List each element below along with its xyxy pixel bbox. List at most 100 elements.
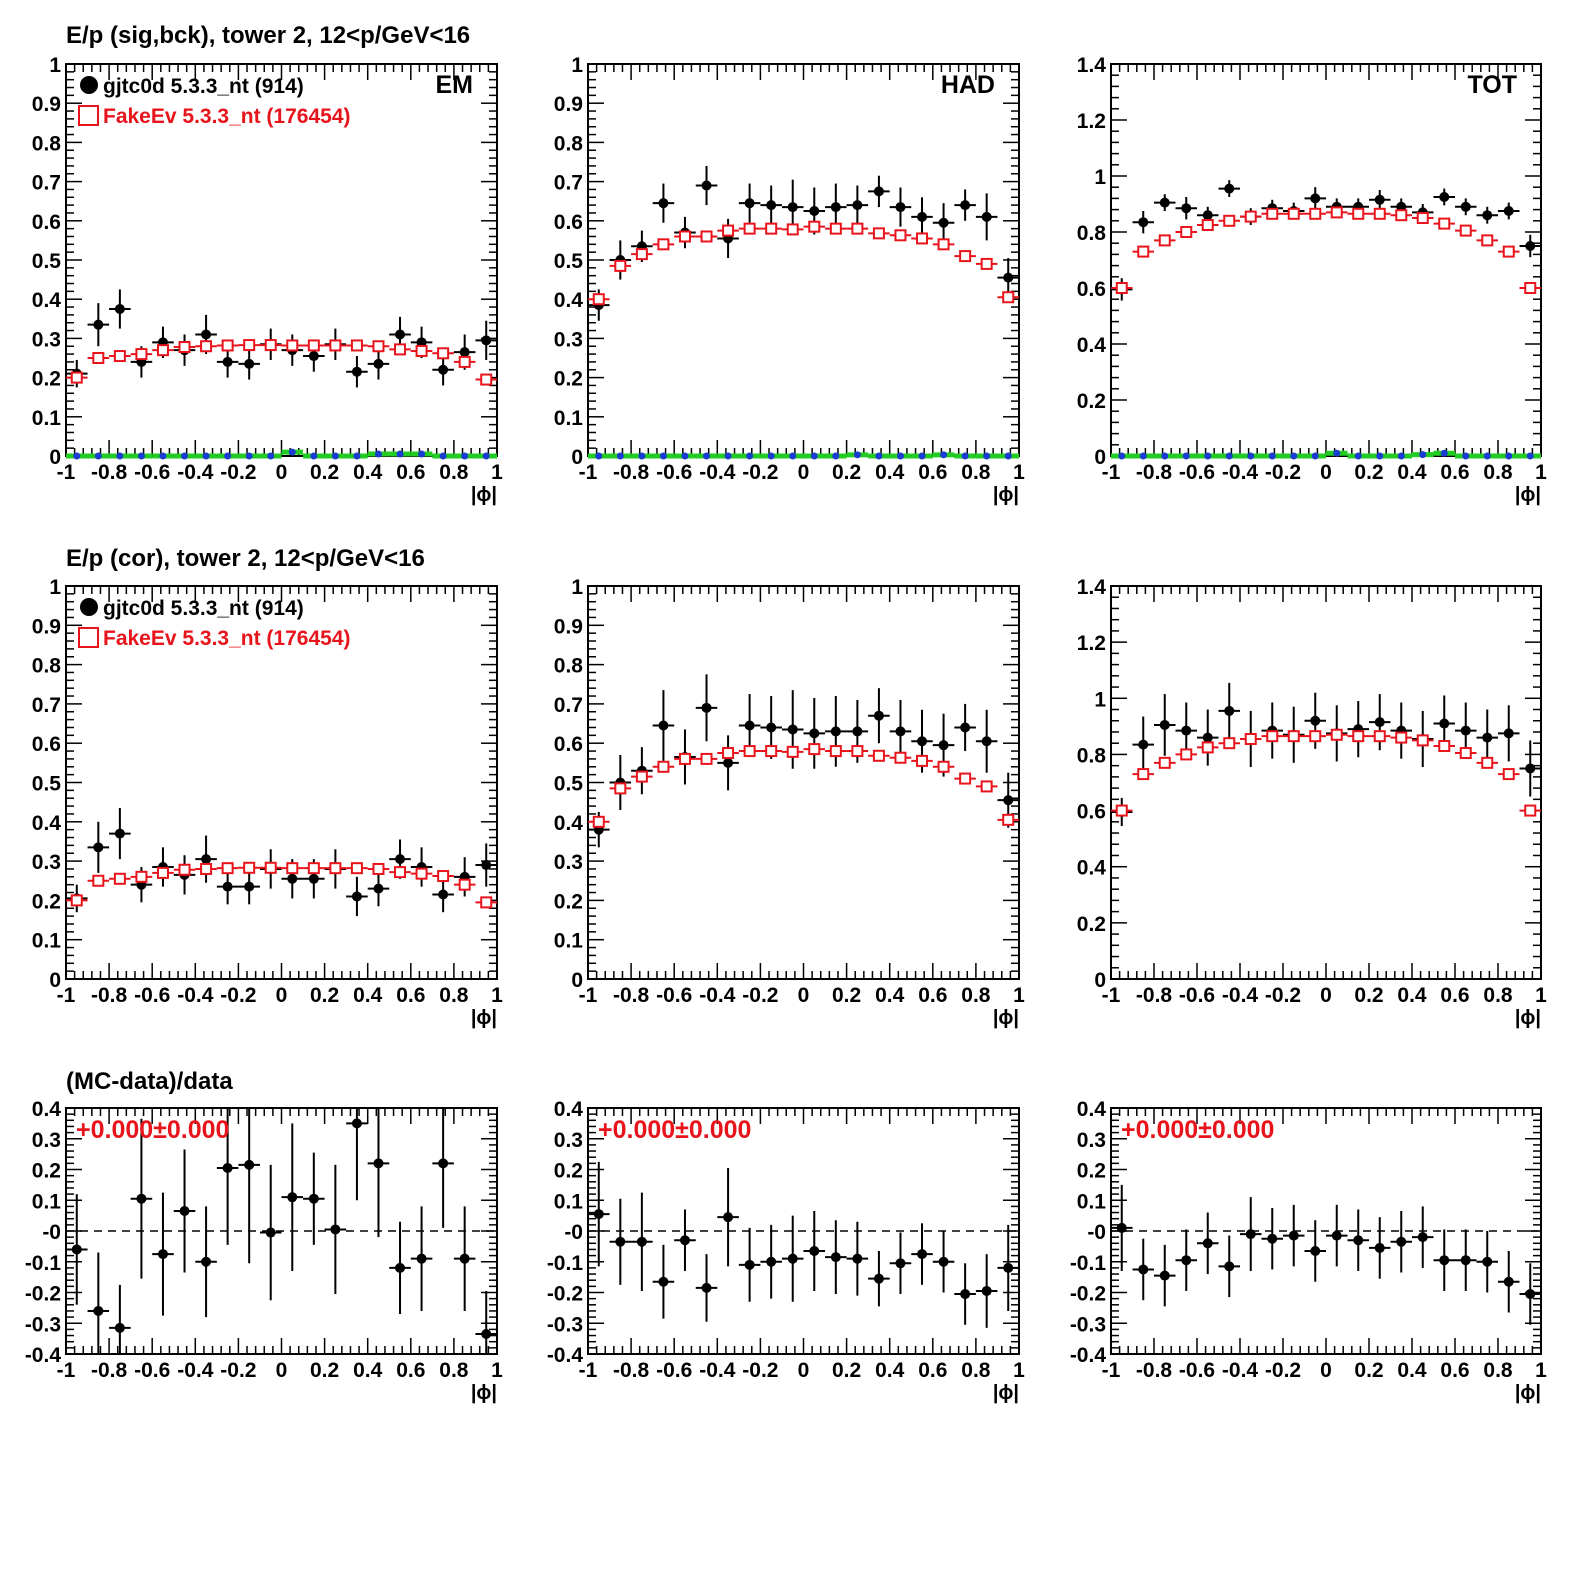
y-tick-label: 0.8 xyxy=(32,655,62,678)
x-axis-title: |ϕ| xyxy=(471,1382,497,1404)
y-tick-label: 0.1 xyxy=(32,1190,62,1213)
y-tick-label: 0.6 xyxy=(32,211,61,234)
data-marker xyxy=(438,889,449,900)
plot-frame xyxy=(587,63,1020,457)
mc-marker xyxy=(1416,212,1429,224)
x-tick-label: 0 xyxy=(276,984,288,1007)
series-data xyxy=(588,674,1019,848)
data-marker xyxy=(701,1282,712,1293)
data-marker xyxy=(873,1273,884,1284)
x-tick-label: 0.4 xyxy=(1397,984,1427,1007)
mc-marker xyxy=(415,867,428,880)
y-tick-label: 1 xyxy=(1094,166,1106,189)
y-tick-label: 0.1 xyxy=(554,930,584,953)
fit-result-label: +0.000±0.000 xyxy=(598,1116,751,1144)
y-tick-label: 0.6 xyxy=(554,733,583,756)
y-tick-label: 0 xyxy=(571,446,583,469)
y-tick-label: 0.2 xyxy=(1077,390,1106,413)
x-tick-label: 0 xyxy=(798,984,810,1007)
mc-marker xyxy=(614,782,627,795)
tick-marks xyxy=(1110,1107,1542,1355)
data-marker xyxy=(766,1256,777,1267)
y-tick-label: 0.3 xyxy=(32,1129,61,1152)
data-marker xyxy=(438,364,449,375)
mc-marker xyxy=(1481,234,1494,247)
mc-marker xyxy=(743,745,756,758)
baseline-marker xyxy=(1268,452,1276,460)
data-marker xyxy=(658,720,669,731)
data-marker xyxy=(744,1259,755,1270)
x-tick-label: 0.8 xyxy=(961,461,991,484)
baseline-marker xyxy=(875,452,883,460)
mc-marker xyxy=(678,752,691,765)
y-tick-label: 1 xyxy=(571,54,583,77)
panel-row3-TOT: -0.4 -0.3 -0.2 -0.1 -0 0.1 0.2 0.3 0.4 -1 -0.8 -0.6… xyxy=(1070,1098,1547,1404)
x-tick-label: 0.4 xyxy=(353,461,383,484)
x-tick-label: -0.4 xyxy=(177,984,214,1007)
x-tick-label: -0.2 xyxy=(1265,984,1301,1007)
mc-marker xyxy=(808,220,821,233)
x-tick-label: -1 xyxy=(579,984,598,1007)
baseline-marker xyxy=(331,452,339,460)
baseline-marker xyxy=(1225,452,1233,460)
series-mc xyxy=(1111,206,1541,294)
mc-marker xyxy=(264,339,277,352)
data-marker xyxy=(330,1224,341,1235)
data-marker xyxy=(395,854,406,865)
baseline-marker xyxy=(918,452,926,460)
y-tick-label: -0.2 xyxy=(547,1283,583,1306)
data-marker xyxy=(701,180,712,191)
data-marker xyxy=(809,728,820,739)
y-tick-label: 0.2 xyxy=(554,890,583,913)
mc-marker xyxy=(350,862,363,875)
x-tick-label: 0 xyxy=(1320,984,1332,1007)
data-marker xyxy=(960,200,971,211)
mc-marker xyxy=(1459,224,1472,237)
x-tick-label: 0.8 xyxy=(961,984,991,1007)
baseline-marker xyxy=(1290,452,1298,460)
baseline-marker xyxy=(224,452,232,460)
y-tick-label: 0.7 xyxy=(32,172,61,195)
baseline-marker xyxy=(659,452,667,460)
baseline-marker xyxy=(1376,452,1384,460)
mc-marker xyxy=(1395,731,1408,744)
y-tick-label: 1.2 xyxy=(1077,110,1106,133)
mc-marker xyxy=(851,222,864,235)
x-tick-label: 1 xyxy=(1013,461,1025,484)
mc-marker xyxy=(1373,730,1386,743)
mc-marker xyxy=(894,751,907,764)
y-tick-label: 0.8 xyxy=(32,132,62,155)
x-tick-label: -0.6 xyxy=(134,461,170,484)
x-tick-label: 1 xyxy=(1535,461,1547,484)
mc-marker xyxy=(200,340,213,353)
y-tick-label: 0.2 xyxy=(32,1160,61,1183)
mc-marker xyxy=(657,238,670,251)
y-tick-label: 0.4 xyxy=(32,1098,62,1121)
data-marker xyxy=(852,726,863,737)
data-marker xyxy=(114,1322,125,1333)
baseline-marker xyxy=(746,452,754,460)
mc-marker xyxy=(980,780,993,793)
data-marker xyxy=(1482,1256,1493,1267)
baseline-marker xyxy=(1139,452,1147,460)
x-tick-label: -0.2 xyxy=(1265,1359,1301,1382)
mc-marker xyxy=(722,747,735,760)
data-marker xyxy=(114,304,125,314)
x-tick-label: -0.6 xyxy=(1179,984,1215,1007)
baseline-marker xyxy=(789,452,797,460)
y-tick-label: 0.3 xyxy=(32,328,61,351)
x-tick-label: 0.6 xyxy=(1440,461,1469,484)
mc-marker xyxy=(1244,210,1257,223)
x-tick-label: -1 xyxy=(1102,461,1121,484)
mc-marker xyxy=(372,340,385,353)
data-marker xyxy=(766,200,777,211)
y-tick-label: 0.6 xyxy=(1077,278,1106,301)
y-tick-label: 0.3 xyxy=(1077,1129,1106,1152)
data-marker xyxy=(1503,728,1514,739)
series-data xyxy=(1111,1184,1541,1325)
x-tick-label: -0.8 xyxy=(91,1359,128,1382)
mc-marker xyxy=(394,343,407,356)
mc-marker xyxy=(635,248,648,261)
data-marker xyxy=(917,736,928,747)
baseline-marker xyxy=(616,452,624,460)
